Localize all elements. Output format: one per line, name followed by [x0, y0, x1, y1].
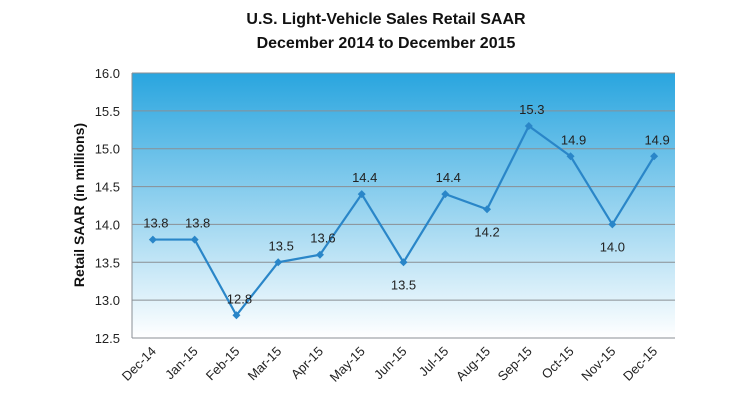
data-label: 13.5 [391, 277, 416, 292]
data-point [357, 190, 366, 199]
x-tick-label: Jul-15 [416, 344, 452, 380]
data-point [483, 205, 492, 214]
data-point [190, 235, 199, 244]
x-tick-label: Oct-15 [539, 344, 577, 382]
y-tick-label: 12.5 [95, 331, 120, 346]
data-label: 14.9 [561, 132, 586, 147]
data-point [274, 258, 283, 267]
data-label: 13.8 [185, 216, 210, 231]
data-label: 15.3 [519, 102, 544, 117]
data-point [441, 190, 450, 199]
data-point [566, 152, 575, 161]
y-tick-label: 16.0 [95, 66, 120, 81]
y-tick-label: 15.5 [95, 104, 120, 119]
data-point [315, 250, 324, 259]
x-tick-label: Jun-15 [371, 344, 410, 383]
data-point [232, 311, 241, 320]
data-label: 14.9 [644, 132, 669, 147]
data-label: 14.4 [436, 170, 461, 185]
x-tick-label: Mar-15 [245, 344, 285, 384]
x-tick-label: Nov-15 [578, 344, 618, 384]
data-point [650, 152, 659, 161]
y-tick-label: 14.5 [95, 180, 120, 195]
x-tick-label: Jan-15 [162, 344, 201, 383]
data-point [608, 220, 617, 229]
data-point [524, 122, 533, 130]
chart-title: U.S. Light-Vehicle Sales Retail SAAR [246, 11, 526, 28]
data-label: 13.6 [310, 231, 335, 246]
y-tick-label: 13.5 [95, 255, 120, 270]
x-tick-label: Apr-15 [288, 344, 326, 382]
data-label: 12.8 [227, 291, 252, 306]
data-label: 13.5 [269, 238, 294, 253]
x-tick-label: Sep-15 [495, 344, 535, 384]
data-label: 14.2 [474, 224, 499, 239]
x-tick-label: Aug-15 [453, 344, 493, 384]
data-label: 14.4 [352, 170, 377, 185]
data-label: 13.8 [143, 216, 168, 231]
y-axis-label: Retail SAAR (in millions) [71, 123, 87, 287]
y-tick-label: 13.0 [95, 293, 120, 308]
x-tick-label: May-15 [327, 344, 368, 385]
data-label: 14.0 [600, 239, 625, 254]
x-tick-label: Feb-15 [203, 344, 243, 384]
x-tick-label: Dec-15 [620, 344, 660, 384]
x-tick-label: Dec-14 [119, 344, 159, 384]
plot-area [132, 73, 675, 338]
chart-subtitle: December 2014 to December 2015 [257, 35, 516, 52]
data-point [148, 235, 157, 244]
y-tick-label: 14.0 [95, 217, 120, 232]
y-tick-label: 15.0 [95, 142, 120, 157]
data-point [399, 258, 408, 267]
